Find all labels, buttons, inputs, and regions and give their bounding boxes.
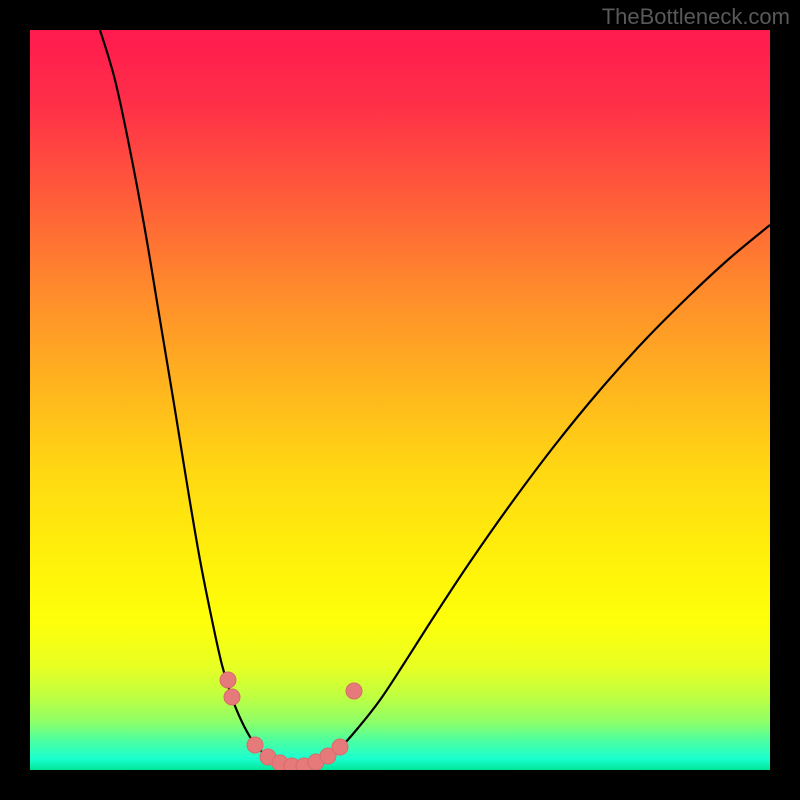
data-marker — [220, 672, 236, 688]
bottleneck-curve-chart — [0, 0, 800, 800]
plot-background — [30, 30, 770, 770]
watermark-text: TheBottleneck.com — [602, 4, 790, 30]
chart-stage: TheBottleneck.com — [0, 0, 800, 800]
data-marker — [346, 683, 362, 699]
data-marker — [332, 739, 348, 755]
data-marker — [224, 689, 240, 705]
data-marker — [247, 737, 263, 753]
